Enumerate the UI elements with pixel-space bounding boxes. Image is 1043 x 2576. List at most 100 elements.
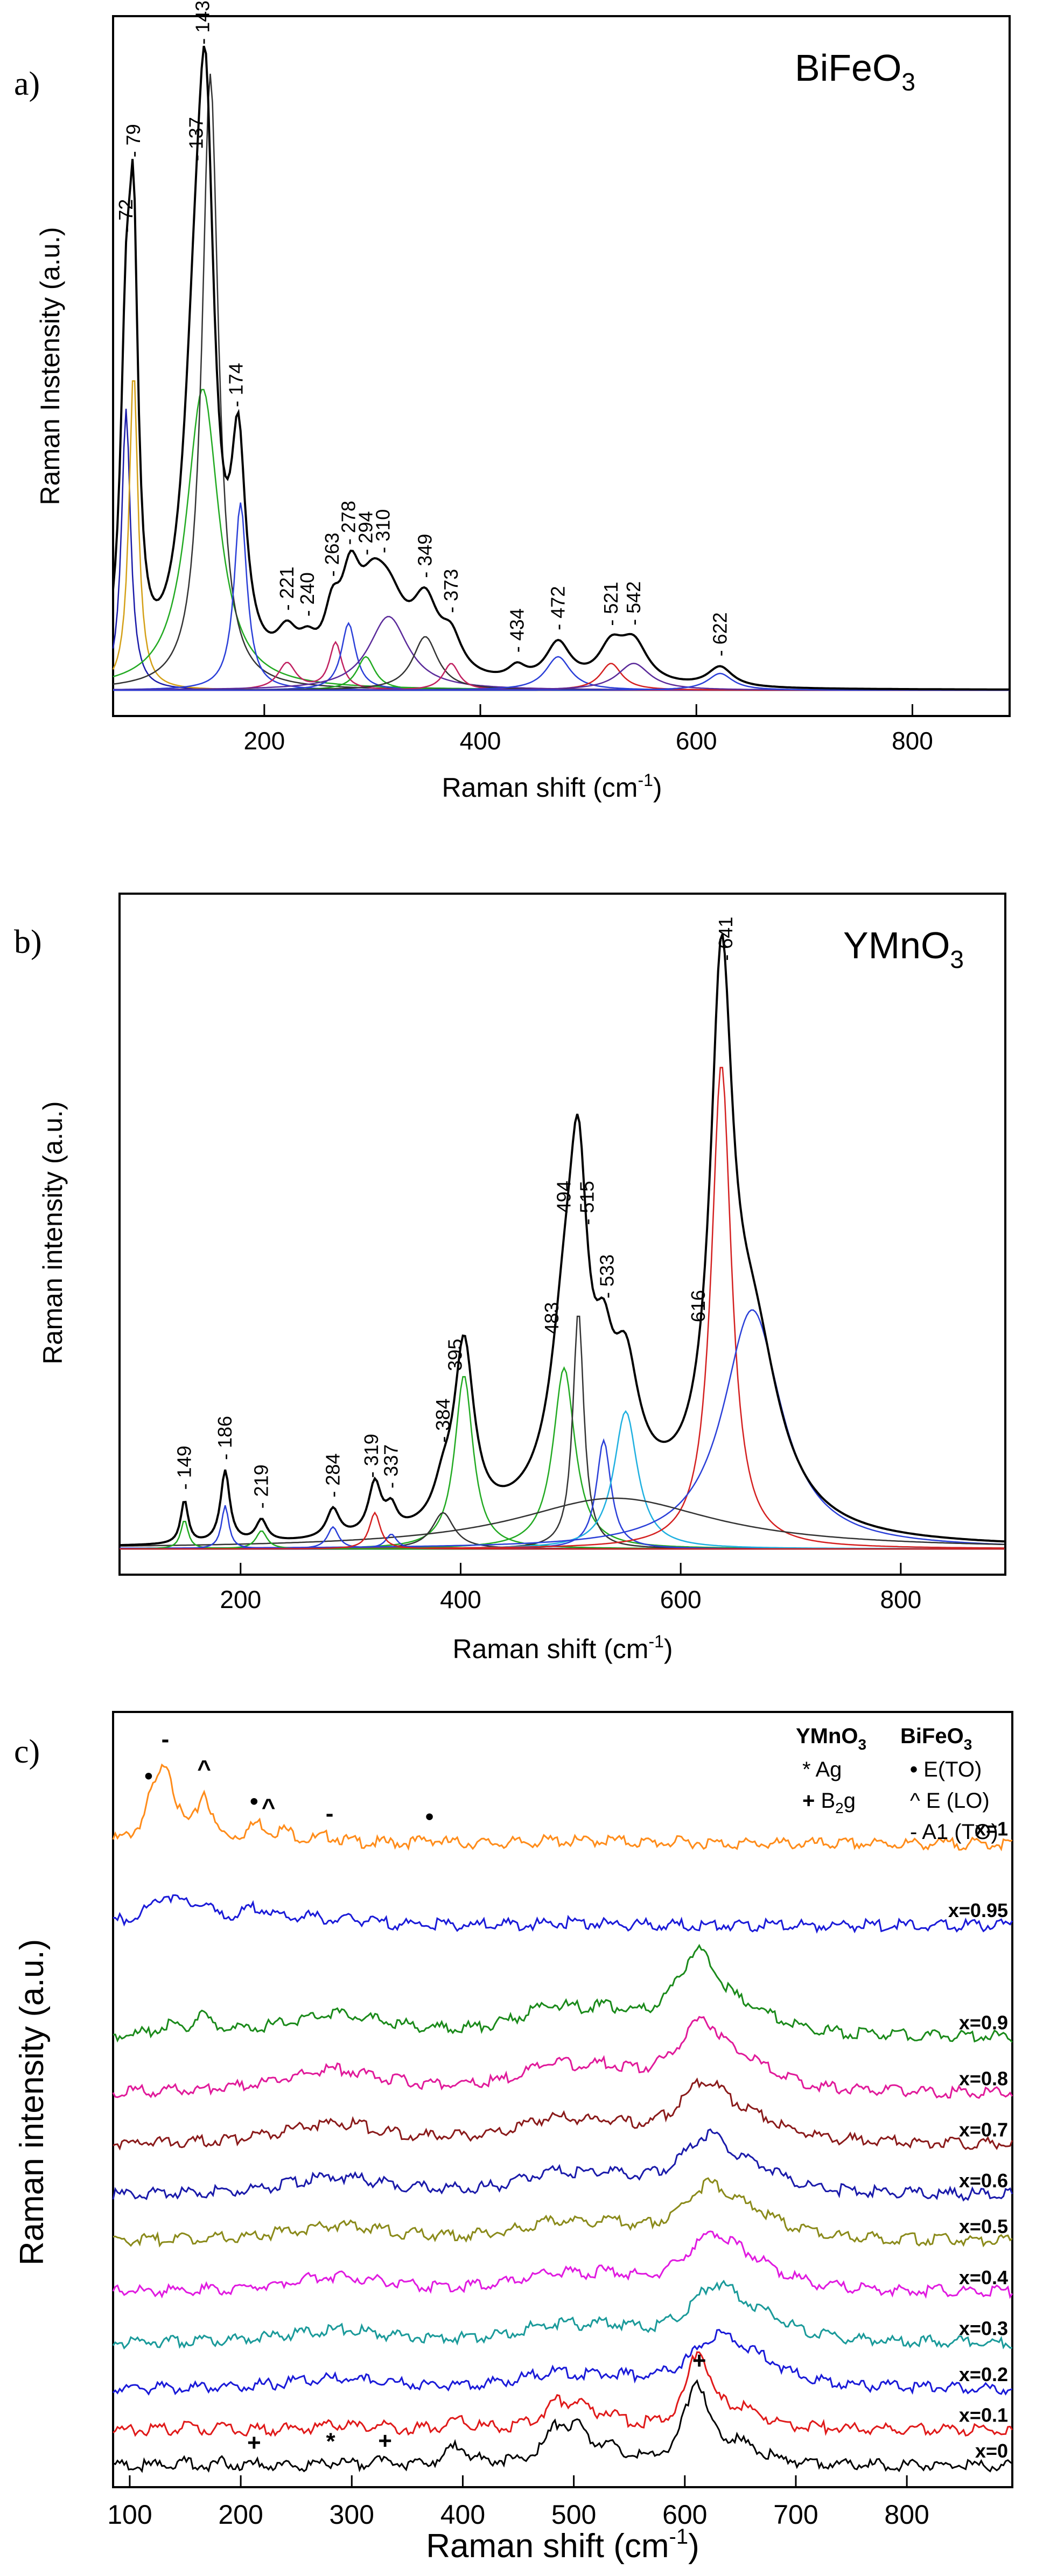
peak-label-278: - 278: [337, 501, 359, 545]
series-group-b: [119, 933, 1005, 1550]
peak-label-494: - 494: [553, 1181, 575, 1225]
peak-label-515: - 515: [576, 1181, 598, 1225]
mode-marks-c: •-^• ^ - •+ * ++: [144, 1726, 706, 2456]
series-x=0.7: [113, 2077, 1013, 2151]
x-ticks-c: 100 200 300 400 500 600 700 800: [107, 2475, 929, 2530]
mode-mark-x0-2: +: [378, 2427, 392, 2454]
x-tick-label-800: 800: [880, 1585, 921, 1613]
plot-frame-c: [112, 1711, 1013, 2488]
x-tick-label-800: 800: [884, 2500, 929, 2530]
x-tick-label-300: 300: [330, 2500, 374, 2530]
x-tick-label-600: 600: [676, 727, 717, 755]
series-measured: [119, 933, 1005, 1547]
series-fit-622: [113, 672, 1010, 691]
series-x=0.1: [113, 2351, 1013, 2437]
chart-panel-b: b) YMnO3 - 149- 186- 219- 284- 319- 337-…: [14, 893, 1006, 1664]
peak-label-622: - 622: [709, 612, 731, 656]
peak-label-521: - 521: [600, 582, 622, 626]
y-axis-label-a: Raman Instensity (a.u.): [35, 227, 65, 506]
x-tick-label-100: 100: [107, 2500, 152, 2530]
peak-label-294: - 294: [354, 511, 376, 555]
peak-labels-b: - 149 - 186 - 219 - 284 - 319- 337 - 384 - 395…: [173, 917, 737, 1509]
x-tick-label-600: 600: [660, 1585, 702, 1613]
legend-c: YMnO3 BiFeO3 * Ag + B2g • E(TO) ^ E (LO)…: [796, 1724, 998, 1844]
peak-label-533: - 533: [596, 1254, 618, 1298]
peak-label-149: - 149: [173, 1445, 195, 1490]
series-x=0.5: [113, 2177, 1013, 2248]
x-tick-label-200: 200: [243, 727, 285, 755]
peak-label-641: - 641: [715, 917, 737, 961]
plot-frame-a: [112, 15, 1011, 717]
series-fit-472: [113, 656, 1010, 691]
series-label-x=0.4: x=0.4: [959, 2266, 1008, 2289]
x-tick-label-600: 600: [662, 2500, 707, 2530]
mode-mark-x0-1: *: [326, 2428, 336, 2455]
series-label-x=1: x=1: [975, 1817, 1008, 1840]
series-fit-black-507: [120, 1315, 1004, 1550]
series-x=0.4: [112, 2230, 1013, 2299]
chart-title-b: YMnO3: [843, 924, 964, 973]
legend-item-ag: * Ag: [802, 1758, 842, 1781]
series-label-x=0.6: x=0.6: [959, 2170, 1008, 2192]
series-fit-221: [113, 641, 1010, 691]
y-axis-label-c: Raman intensity (a.u.): [13, 1939, 51, 2265]
x-tick-label-500: 500: [551, 2500, 596, 2530]
series-x=0.2: [112, 2328, 1013, 2396]
plot-frame-b: [118, 893, 1006, 1576]
mode-mark-x1-0: •: [144, 1763, 152, 1789]
series-fit-green-494: [120, 1366, 1004, 1550]
chart-panel-a: a) BiFeO3 - 72- 79- 137- 143- 174- 221- …: [14, 1, 1011, 803]
panel-label-c: c): [14, 1733, 40, 1770]
peak-label-349: - 349: [414, 534, 436, 578]
x-tick-label-400: 400: [440, 2500, 485, 2530]
series-fit-349: [113, 636, 1010, 691]
peak-label-219: - 219: [250, 1464, 272, 1508]
series-labels-c: x=1 x=0.95 x=0.9 x=0.8 x=0.7 x=0.6 x=0.5 x=0.4 x…: [948, 1817, 1008, 2462]
peak-label-483: - 483: [541, 1302, 563, 1346]
peak-label-186: - 186: [214, 1416, 236, 1460]
series-measured: [112, 45, 1010, 691]
series-group-a: [112, 45, 1010, 691]
series-fit-green-403: [120, 1376, 1004, 1550]
series-x=0.95: [113, 1894, 1013, 1934]
chart-panel-c: c) x=1 x=0.95 x=0.9 x=0.8 x=0.7 x=0.6 x=0.5 x=0…: [13, 1711, 1013, 2565]
peak-label-284: - 284: [321, 1454, 344, 1498]
legend-item-eto: • E(TO): [910, 1758, 982, 1781]
peak-label-240: - 240: [296, 572, 318, 616]
mode-mark-x1-1: -: [162, 1726, 170, 1752]
peak-label-79: - 79: [122, 124, 144, 157]
x-tick-label-400: 400: [460, 727, 501, 755]
peak-label-395: - 395: [444, 1339, 466, 1383]
series-fit-521: [113, 663, 1010, 691]
series-label-x=0.5: x=0.5: [959, 2215, 1008, 2237]
legend-title-bifeo3: BiFeO3: [900, 1724, 972, 1753]
x-tick-label-400: 400: [440, 1585, 481, 1613]
peak-label-337: - 337: [380, 1444, 402, 1489]
x-ticks-a: 200 400 600 800: [243, 704, 933, 755]
panel-label-a: a): [14, 66, 40, 102]
peak-label-72: - 72: [115, 199, 137, 233]
peak-label-310: - 310: [372, 509, 394, 553]
series-x=0.3: [112, 2279, 1012, 2350]
peak-label-319: - 319: [360, 1434, 382, 1478]
mode-mark-x0-0: +: [247, 2430, 261, 2456]
peak-label-616: - 616: [687, 1290, 709, 1334]
series-fit-broad: [120, 1497, 1004, 1547]
peak-label-221: - 221: [276, 566, 298, 610]
series-label-x=0.1: x=0.1: [959, 2404, 1008, 2426]
x-axis-label-b: Raman shift (cm-1): [452, 1632, 673, 1664]
y-axis-label-b: Raman intensity (a.u.): [38, 1101, 68, 1364]
x-tick-label-700: 700: [773, 2500, 818, 2530]
legend-title-ymno3: YMnO3: [796, 1724, 866, 1753]
peak-label-263: - 263: [321, 532, 343, 577]
mode-mark-x1-3: •: [250, 1788, 258, 1814]
series-fit-373: [113, 663, 1010, 691]
series-label-x=0.8: x=0.8: [959, 2068, 1008, 2090]
series-label-x=0: x=0: [975, 2440, 1008, 2462]
series-fit-294: [113, 656, 1010, 691]
series-fit-low-red: [120, 1511, 1004, 1550]
peak-label-373: - 373: [440, 569, 462, 613]
series-x=0.9: [113, 1943, 1013, 2043]
series-group-c: [112, 1763, 1013, 2473]
mode-mark-x1-6: •: [425, 1803, 433, 1830]
